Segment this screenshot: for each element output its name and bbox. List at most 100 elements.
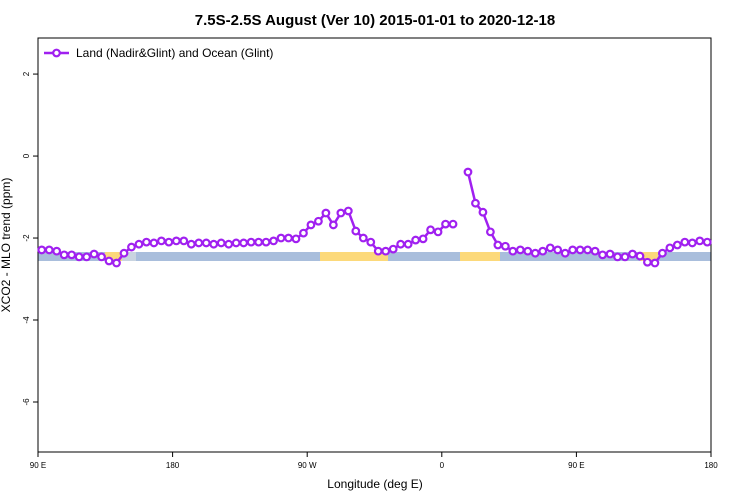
plot-frame bbox=[37, 37, 712, 453]
data-point bbox=[224, 239, 234, 249]
mixed-band bbox=[122, 252, 136, 261]
data-point bbox=[142, 237, 151, 247]
data-point bbox=[351, 226, 361, 236]
x-tick-label: 0 bbox=[440, 461, 445, 470]
data-point bbox=[568, 245, 578, 255]
data-point bbox=[508, 246, 518, 256]
land-band bbox=[460, 252, 500, 261]
data-point bbox=[306, 220, 316, 230]
data-point bbox=[418, 234, 428, 244]
y-tick-label: 0 bbox=[22, 153, 31, 158]
land-band bbox=[640, 252, 658, 261]
data-point bbox=[343, 206, 353, 216]
data-point bbox=[314, 216, 323, 226]
data-point bbox=[590, 246, 600, 256]
data-point bbox=[269, 236, 278, 246]
x-tick-label: 90 W bbox=[298, 461, 317, 470]
y-axis-label: XCO2 - MLO trend (ppm) bbox=[0, 178, 13, 313]
data-point bbox=[216, 238, 226, 248]
ocean-band bbox=[658, 252, 711, 261]
data-point bbox=[545, 243, 555, 253]
data-point bbox=[112, 258, 121, 268]
data-point bbox=[680, 237, 690, 247]
data-point bbox=[373, 246, 383, 256]
data-point bbox=[500, 241, 510, 251]
y-tick-label: -4 bbox=[22, 316, 31, 324]
legend-label: Land (Nadir&Glint) and Ocean (Glint) bbox=[76, 46, 273, 60]
data-point bbox=[171, 236, 181, 246]
data-point bbox=[186, 239, 196, 249]
data-point bbox=[276, 233, 286, 243]
data-point bbox=[396, 239, 406, 249]
data-point bbox=[463, 167, 473, 177]
data-point bbox=[261, 237, 271, 247]
data-point bbox=[179, 236, 189, 246]
data-point bbox=[194, 238, 204, 248]
data-point bbox=[74, 252, 84, 262]
data-point bbox=[605, 249, 615, 259]
data-point bbox=[156, 236, 166, 246]
data-point bbox=[381, 246, 391, 256]
land-band bbox=[320, 252, 388, 261]
data-point bbox=[201, 238, 211, 248]
data-point bbox=[643, 257, 652, 267]
y-tick-label: 2 bbox=[22, 71, 31, 76]
data-point bbox=[291, 234, 301, 244]
data-point bbox=[613, 252, 622, 262]
ocean-band bbox=[136, 252, 320, 261]
ocean-band bbox=[388, 252, 460, 261]
data-point bbox=[515, 245, 525, 255]
data-point bbox=[695, 236, 705, 246]
data-point bbox=[164, 237, 174, 247]
y-tick-label: -6 bbox=[22, 398, 31, 406]
data-point bbox=[82, 252, 92, 262]
data-point bbox=[246, 237, 256, 247]
data-point bbox=[486, 227, 495, 237]
data-point bbox=[411, 235, 421, 245]
data-point bbox=[530, 248, 540, 258]
data-point bbox=[321, 208, 331, 218]
data-point bbox=[37, 245, 47, 255]
data-point bbox=[635, 251, 645, 261]
data-point bbox=[358, 233, 368, 243]
data-point bbox=[538, 246, 548, 256]
data-point bbox=[426, 225, 435, 235]
data-point bbox=[628, 249, 637, 259]
data-point bbox=[575, 245, 585, 255]
data-point bbox=[231, 238, 241, 248]
data-point bbox=[687, 238, 697, 248]
data-point bbox=[657, 248, 667, 258]
data-point bbox=[665, 243, 675, 253]
x-axis-label: Longitude (deg E) bbox=[327, 477, 422, 491]
data-point bbox=[523, 246, 533, 256]
data-point bbox=[672, 240, 682, 250]
data-point bbox=[403, 239, 413, 249]
data-point bbox=[239, 238, 249, 248]
data-point bbox=[299, 228, 308, 238]
data-point bbox=[478, 207, 488, 217]
data-point bbox=[209, 239, 219, 249]
legend-marker bbox=[52, 48, 61, 58]
x-tick-label: 180 bbox=[704, 461, 718, 470]
data-point bbox=[620, 252, 630, 262]
data-point bbox=[119, 248, 129, 258]
data-point bbox=[89, 249, 99, 259]
data-point bbox=[598, 250, 607, 260]
data-point bbox=[104, 256, 114, 266]
data-point bbox=[448, 219, 458, 229]
data-point bbox=[67, 250, 77, 260]
data-point bbox=[336, 208, 346, 218]
x-tick-label: 180 bbox=[166, 461, 180, 470]
data-point bbox=[583, 245, 593, 255]
data-point bbox=[149, 238, 159, 248]
data-point bbox=[328, 220, 338, 230]
data-point bbox=[127, 242, 136, 252]
data-point bbox=[560, 248, 570, 258]
data-point bbox=[702, 237, 712, 247]
data-point bbox=[388, 244, 398, 254]
data-point bbox=[553, 245, 563, 255]
data-point bbox=[254, 237, 263, 247]
data-point bbox=[471, 198, 480, 208]
chart-title: 7.5S-2.5S August (Ver 10) 2015-01-01 to … bbox=[195, 12, 555, 29]
